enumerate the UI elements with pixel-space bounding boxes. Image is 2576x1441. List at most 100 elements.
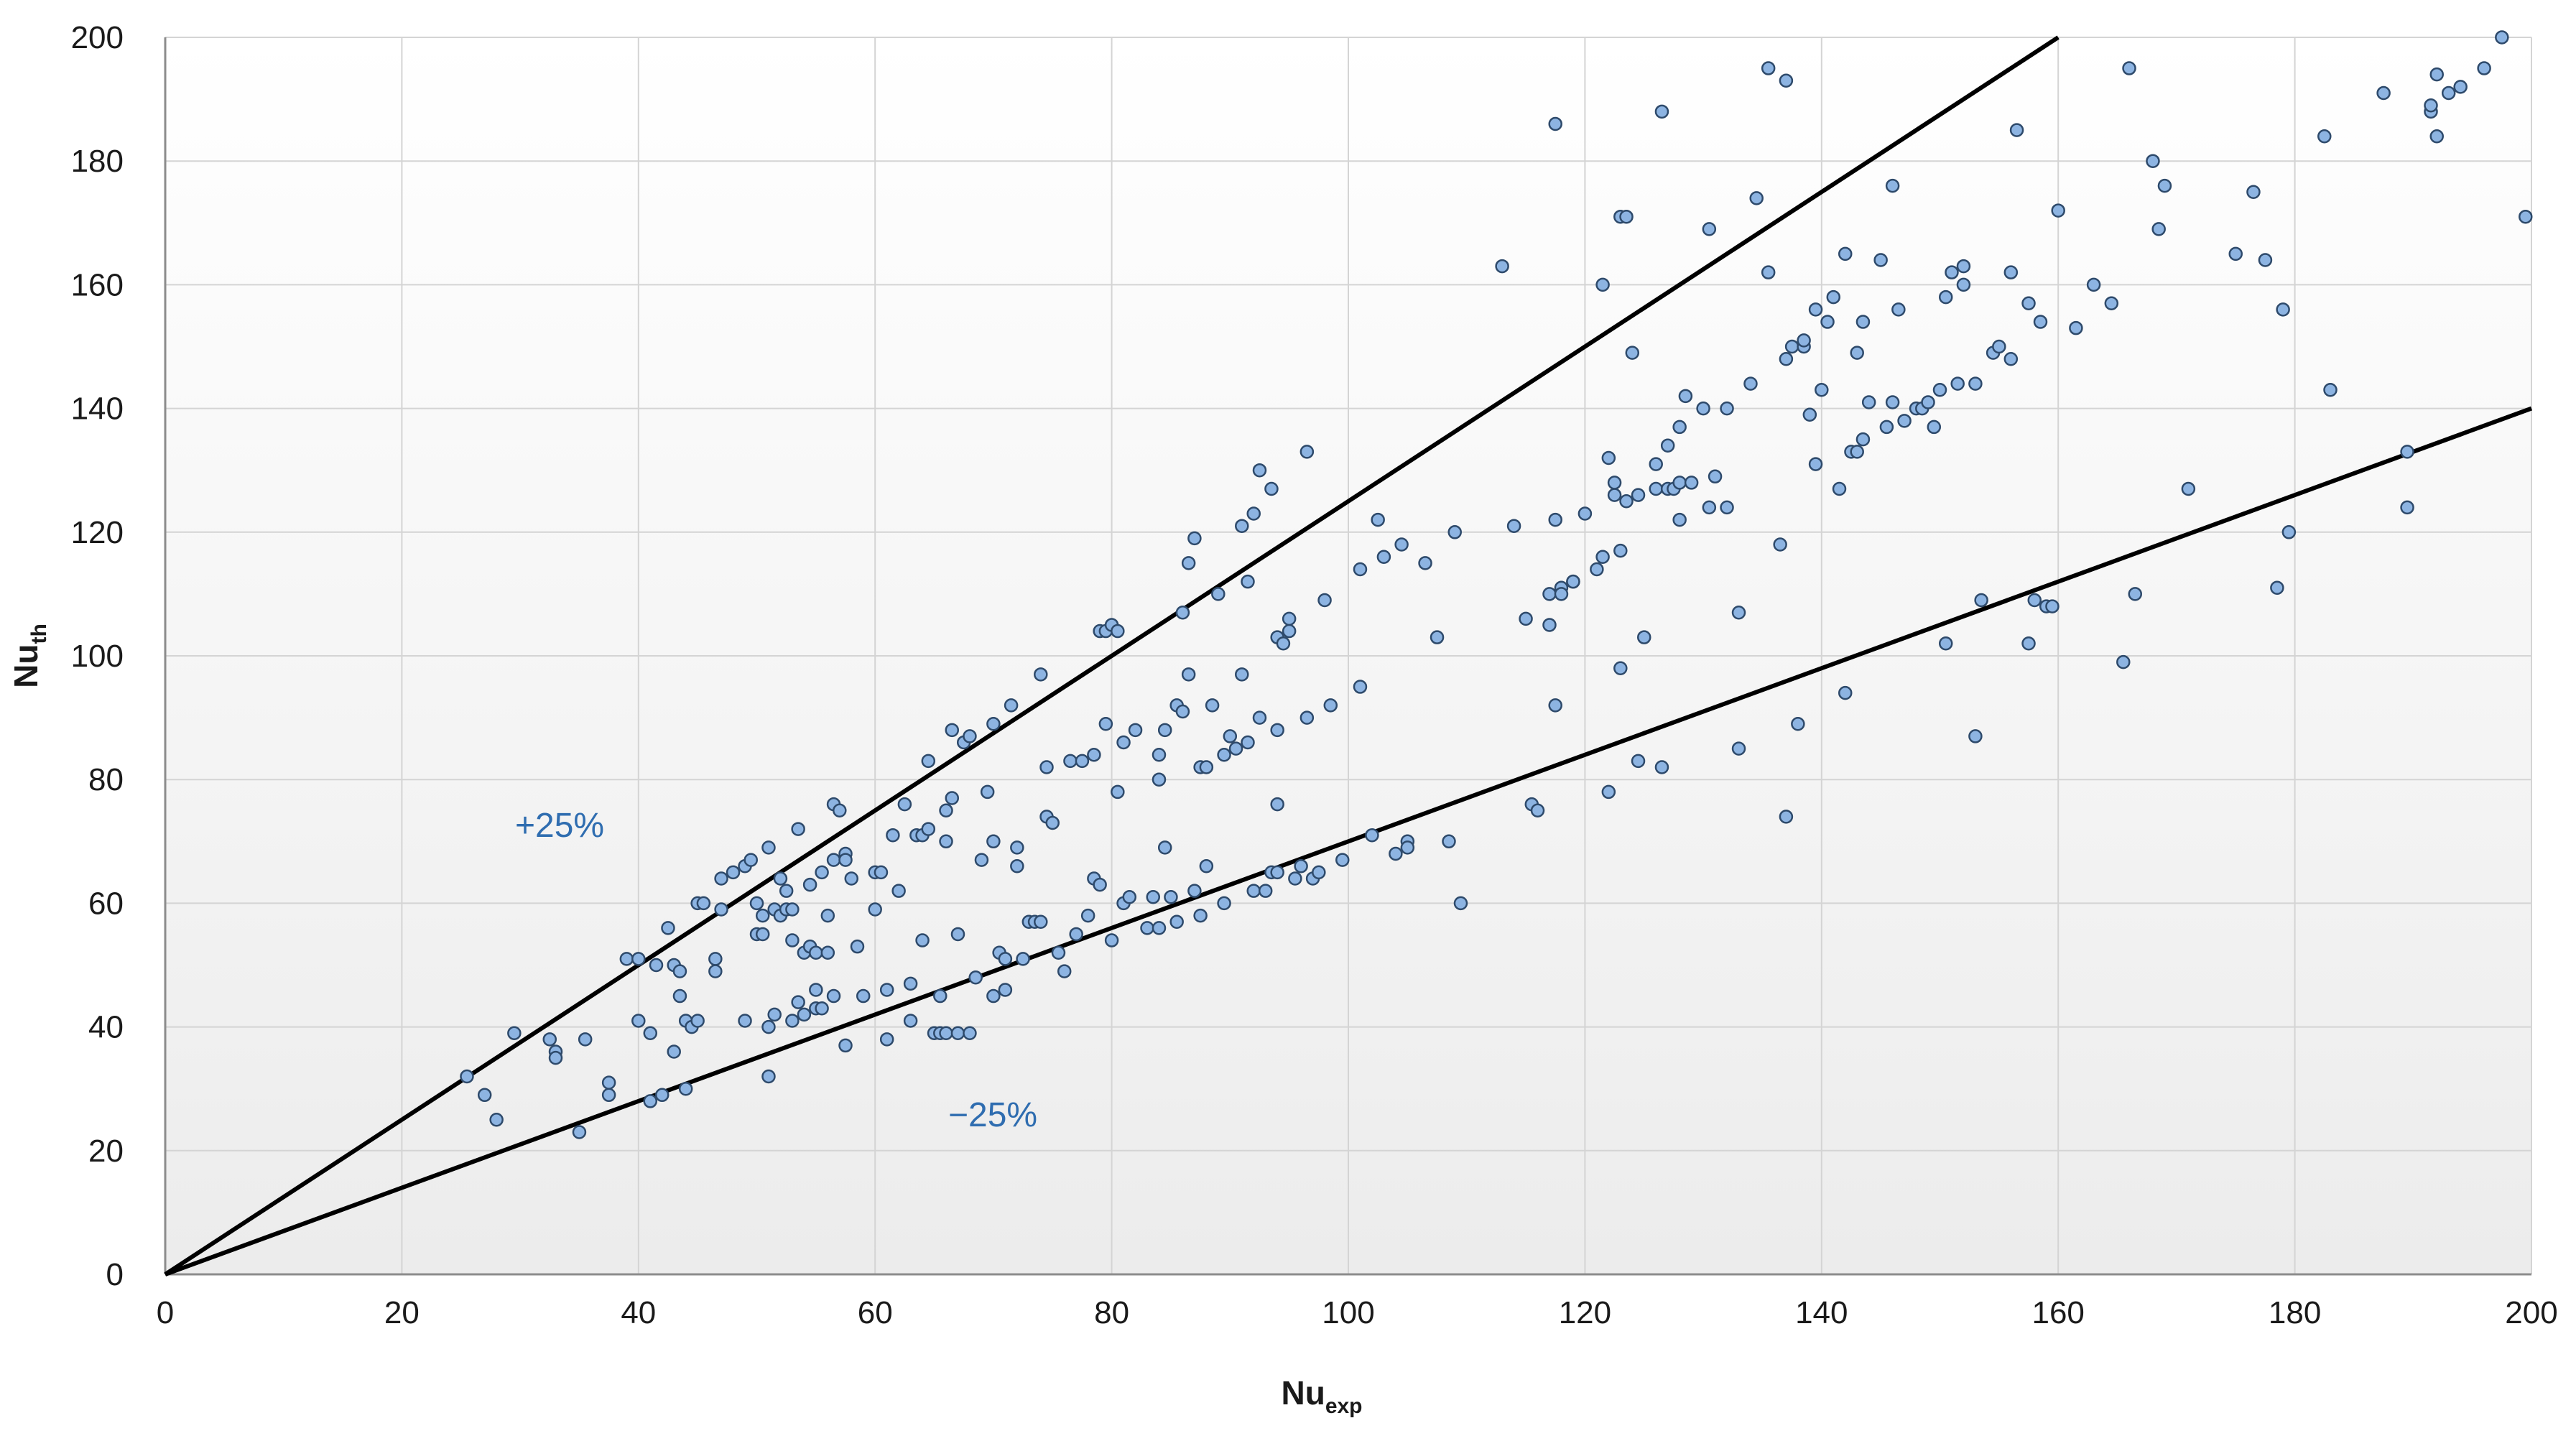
data-point (1365, 828, 1379, 843)
x-tick-label: 180 (2269, 1295, 2321, 1330)
data-point (2270, 580, 2284, 596)
data-point (998, 952, 1013, 966)
data-point (1063, 754, 1078, 769)
data-point (1098, 716, 1113, 731)
data-point (2045, 599, 2060, 613)
data-point (844, 871, 859, 886)
x-axis-title: Nuexp (1281, 1374, 1362, 1418)
data-point (1447, 525, 1462, 539)
data-point (773, 871, 788, 886)
data-point (1968, 376, 1983, 391)
data-point (1128, 723, 1143, 738)
data-point (1093, 877, 1107, 892)
data-point (1152, 921, 1167, 935)
data-point (1956, 277, 1971, 292)
data-point (755, 908, 770, 923)
data-point (986, 834, 1001, 849)
data-point (1708, 469, 1723, 484)
data-point (1838, 246, 1853, 261)
data-point (1051, 945, 1066, 960)
data-point (1217, 748, 1231, 762)
data-point (1376, 550, 1391, 564)
data-point (1761, 61, 1776, 75)
data-point (2051, 203, 2065, 218)
data-point (1921, 395, 1935, 409)
data-point (1530, 803, 1545, 817)
data-point (2181, 481, 2196, 496)
data-point (1743, 376, 1758, 391)
data-point (1684, 476, 1699, 490)
data-point (1654, 760, 1669, 774)
data-point (2128, 587, 2143, 601)
data-point (2003, 265, 2019, 279)
data-point (945, 723, 960, 738)
data-point (460, 1069, 474, 1084)
data-point (1932, 383, 1947, 397)
data-point (1577, 506, 1593, 521)
data-point (1950, 376, 1965, 391)
data-point (1371, 512, 1385, 527)
data-point (1187, 884, 1202, 898)
data-point (1992, 339, 2006, 354)
data-point (631, 952, 646, 966)
data-point (1312, 865, 1326, 880)
data-point (1282, 624, 1297, 639)
data-point (2400, 445, 2414, 459)
data-point (714, 871, 728, 886)
data-point (1299, 710, 1315, 725)
data-point (1542, 587, 1557, 601)
data-point (2281, 525, 2297, 539)
data-point (1353, 562, 1368, 577)
data-point (1016, 952, 1030, 966)
data-point (1453, 896, 1468, 911)
y-tick-label: 20 (88, 1134, 124, 1169)
x-tick-label: 0 (157, 1295, 174, 1330)
data-point (1335, 853, 1350, 867)
data-point (980, 784, 995, 800)
data-point (820, 945, 835, 960)
data-point (1566, 574, 1580, 589)
data-point (1548, 698, 1562, 713)
data-point (1945, 265, 1959, 279)
data-point (1181, 556, 1196, 570)
data-point (1873, 253, 1888, 267)
data-point (1820, 315, 1835, 329)
data-point (1111, 624, 1125, 639)
data-point (2400, 500, 2414, 515)
data-point (2104, 296, 2119, 310)
data-point (1122, 890, 1137, 904)
data-point (874, 865, 889, 880)
data-point (2146, 154, 2160, 168)
data-point (1968, 729, 1983, 743)
data-point (601, 1075, 616, 1090)
data-point (1974, 593, 1988, 608)
data-point (1773, 537, 1787, 552)
data-point (986, 716, 1001, 731)
data-point (643, 1094, 658, 1108)
data-point (1164, 890, 1178, 904)
data-point (2453, 80, 2468, 94)
data-point (1595, 550, 1610, 564)
data-point (986, 988, 1001, 1004)
data-point (1832, 481, 1847, 496)
data-point (1175, 704, 1190, 719)
data-point (903, 976, 918, 991)
data-point (1217, 896, 1231, 911)
data-point (2246, 185, 2261, 199)
data-point (838, 853, 853, 867)
data-point (1430, 630, 1445, 644)
data-point (1252, 710, 1267, 725)
data-point (2151, 222, 2166, 236)
data-point (791, 822, 805, 836)
data-point (1264, 481, 1279, 496)
data-point (815, 1001, 829, 1016)
data-point (1270, 723, 1284, 738)
data-point (850, 939, 865, 954)
data-point (1506, 519, 1521, 533)
data-point (1034, 914, 1048, 929)
data-point (1672, 512, 1687, 527)
data-point (1660, 438, 1675, 453)
data-point (672, 988, 687, 1004)
data-point (649, 958, 664, 973)
y-tick-label: 40 (88, 1010, 124, 1045)
